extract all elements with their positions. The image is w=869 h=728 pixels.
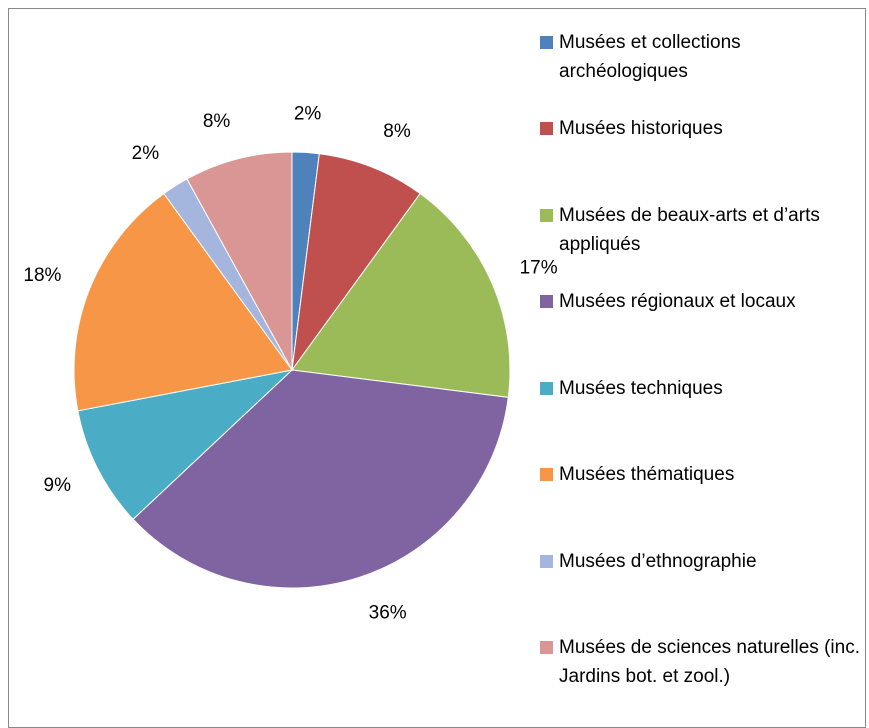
legend-entry: Musées d’ethnographie (540, 547, 860, 576)
legend-entry: Musées de sciences naturelles (inc. Jard… (540, 633, 860, 691)
legend-label: Musées historiques (559, 118, 723, 139)
legend-swatch (540, 555, 553, 568)
legend-label: Musées thématiques (559, 464, 735, 485)
data-label: 36% (369, 602, 407, 623)
legend-label: Musées régionaux et locaux (559, 291, 796, 312)
legend-label: Musées d’ethnographie (559, 551, 757, 572)
data-label: 9% (44, 475, 72, 496)
data-label: 8% (383, 121, 411, 142)
pie-slice (186, 151, 293, 371)
legend-entry: Musées thématiques (540, 460, 860, 489)
legend-label: Musées de beaux-arts et d’arts appliqués (559, 205, 820, 255)
legend-swatch (540, 468, 553, 481)
pie-slice (291, 192, 511, 398)
legend-swatch (540, 295, 553, 308)
pie-slice (77, 369, 294, 520)
legend-entry: Musées techniques (540, 374, 860, 403)
legend-swatch (540, 122, 553, 135)
legend-entry: Musées de beaux-arts et d’arts appliqués (540, 201, 860, 259)
legend-entry: Musées régionaux et locaux (540, 287, 860, 316)
data-label: 18% (23, 265, 61, 286)
legend-swatch (540, 641, 553, 654)
legend-swatch (540, 36, 553, 49)
legend-swatch (540, 382, 553, 395)
data-label: 2% (132, 143, 160, 164)
legend-label: Musées techniques (559, 378, 723, 399)
legend-entry: Musées historiques (540, 114, 860, 143)
data-label: 8% (203, 111, 231, 132)
data-label: 2% (294, 104, 322, 125)
data-label: 17% (520, 257, 558, 278)
legend-swatch (540, 209, 553, 222)
legend-entry: Musées et collections archéologiques (540, 28, 860, 86)
pie-slice (132, 369, 509, 589)
pie-slice (73, 192, 293, 412)
legend-label: Musées et collections archéologiques (559, 32, 741, 82)
legend-label: Musées de sciences naturelles (inc. Jard… (559, 637, 860, 687)
pie-slice (291, 153, 421, 371)
